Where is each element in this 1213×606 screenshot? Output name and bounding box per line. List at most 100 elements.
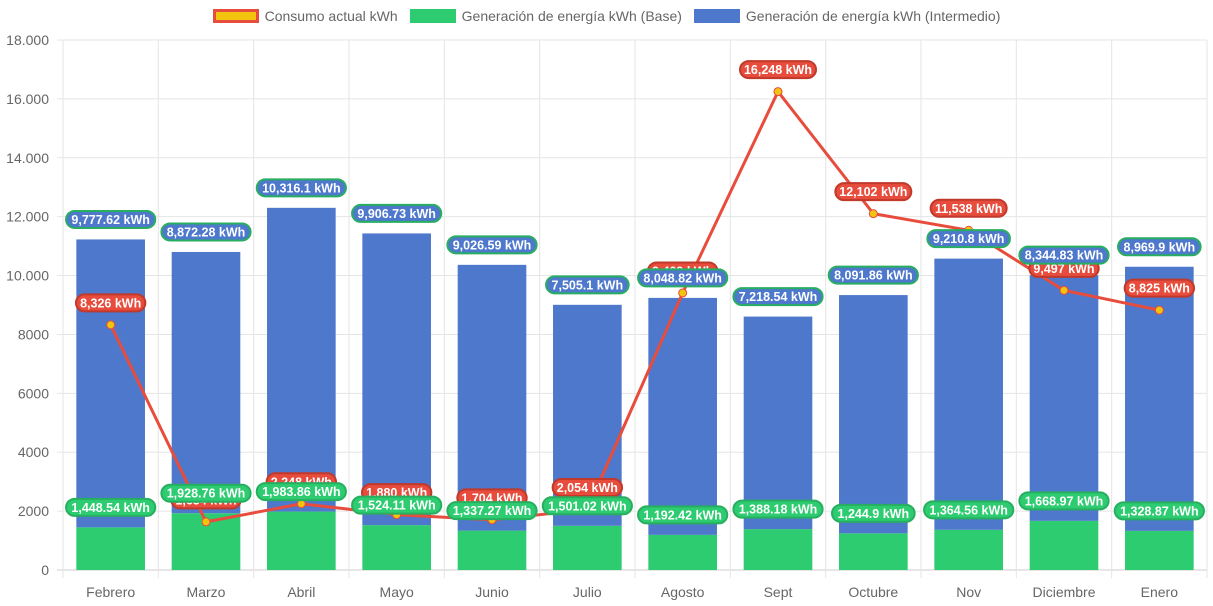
legend-item-consumo[interactable]: Consumo actual kWh [212,8,398,24]
base-data-label-bg [446,501,538,521]
bar-intermedio [267,207,336,512]
intermedio-data-label: 8,048.82 kWh [643,271,722,285]
bar-base [839,533,908,570]
legend-swatch-intermedio [693,9,740,23]
consumo-data-label: 2,054 kWh [557,481,618,495]
consumo-data-label-bg [551,478,624,498]
intermedio-data-label-bg [1018,245,1110,265]
x-tick-label: Abril [287,584,315,600]
consumo-data-label: 8,326 kWh [80,296,141,310]
y-tick-label: 18.000 [6,32,49,48]
bar-intermedio [1029,275,1099,521]
bar-base [362,525,431,570]
bar-base [648,534,717,570]
consumo-data-label: 12,102 kWh [839,185,907,199]
intermedio-data-label-bg [545,275,630,295]
consumo-point [201,517,211,527]
base-data-label-bg [255,482,347,502]
consumo-point [1059,285,1069,295]
base-data-label-bg [1113,501,1205,521]
intermedio-data-label: 8,091.86 kWh [834,269,913,283]
intermedio-data-label-bg [255,178,347,198]
bar-base [457,530,527,570]
intermedio-data-label: 9,906.73 kWh [357,207,436,221]
x-tick-label: Mayo [380,584,414,600]
x-tick-label: Enero [1141,584,1179,600]
base-data-label-bg [732,499,824,519]
intermedio-data-label-bg [351,203,443,223]
x-tick-label: Marzo [187,584,226,600]
bar-intermedio [362,233,431,526]
intermedio-data-label: 7,505.1 kWh [552,278,624,292]
x-tick-label: Sept [764,584,793,600]
consumo-data-label-bg [74,293,147,313]
base-data-label: 1,328.87 kWh [1120,504,1199,518]
intermedio-data-label-bg [732,287,824,307]
base-data-label: 1,337.27 kWh [453,504,532,518]
legend: Consumo actual kWh Generación de energía… [0,8,1213,24]
y-tick-label: 10.000 [6,268,49,284]
bar-base [267,511,336,570]
bar-base [1125,530,1194,570]
intermedio-data-label: 9,026.59 kWh [453,238,532,252]
bar-intermedio [171,251,241,514]
intermedio-data-label: 8,872.28 kWh [167,225,246,239]
consumo-data-label: 8,825 kWh [1129,282,1190,296]
bar-intermedio [839,295,908,534]
consumo-point [868,209,878,219]
intermedio-data-label-bg [160,222,252,242]
legend-item-base[interactable]: Generación de energía kWh (Base) [409,8,682,24]
x-tick-label: Agosto [661,584,705,600]
consumo-data-label-bg [1123,278,1196,298]
base-data-label: 1,244.9 kWh [838,507,910,521]
intermedio-data-label-bg [1117,237,1202,257]
consumo-point [106,320,116,330]
intermedio-data-label-bg [65,209,157,229]
intermedio-data-label: 9,210.8 kWh [933,232,1005,246]
intermedio-data-label-bg [827,265,919,285]
base-data-label: 1,668.97 kWh [1025,494,1104,508]
y-tick-label: 2000 [18,503,49,519]
legend-label-consumo: Consumo actual kWh [264,8,398,24]
base-data-label: 1,448.54 kWh [71,501,150,515]
base-data-label: 1,501.02 kWh [548,499,627,513]
intermedio-data-label: 8,344.83 kWh [1025,249,1104,263]
consumo-point [773,87,783,97]
intermedio-data-label: 8,969.9 kWh [1124,240,1196,254]
y-tick-label: 16.000 [6,91,49,107]
x-tick-label: Octubre [848,584,898,600]
base-data-label: 1,928.76 kWh [167,487,246,501]
y-tick-label: 8000 [18,326,49,342]
legend-swatch-consumo [212,9,259,23]
bar-base [934,529,1003,570]
x-tick-label: Julio [573,584,602,600]
x-tick-label: Junio [475,584,509,600]
intermedio-data-label: 10,316.1 kWh [262,181,341,195]
legend-item-intermedio[interactable]: Generación de energía kWh (Intermedio) [693,8,1000,24]
bar-intermedio [934,258,1003,530]
consumo-point [1154,305,1164,315]
consumo-point [678,288,688,298]
consumo-data-label: 11,538 kWh [935,202,1002,216]
bar-base [76,527,145,570]
base-data-label: 1,192.42 kWh [643,508,722,522]
y-tick-label: 14.000 [6,150,49,166]
x-tick-label: Febrero [86,584,135,600]
base-data-label-bg [160,483,252,503]
intermedio-data-label-bg [637,268,729,288]
x-tick-label: Nov [956,584,981,600]
consumo-data-label-bg [739,60,817,80]
base-data-label: 1,983.86 kWh [262,485,341,499]
intermedio-data-label-bg [446,235,538,255]
bar-base [553,525,622,570]
consumo-data-label-bg [929,198,1008,218]
legend-swatch-base [409,9,456,23]
base-data-label-bg [1018,491,1110,511]
consumo-data-label: 16,248 kWh [744,63,812,77]
y-tick-label: 4000 [18,444,49,460]
intermedio-data-label: 9,777.62 kWh [71,213,150,227]
consumo-data-label: 9,497 kWh [1033,262,1094,276]
base-data-label-bg [831,503,916,523]
consumo-data-label-bg [834,182,913,202]
